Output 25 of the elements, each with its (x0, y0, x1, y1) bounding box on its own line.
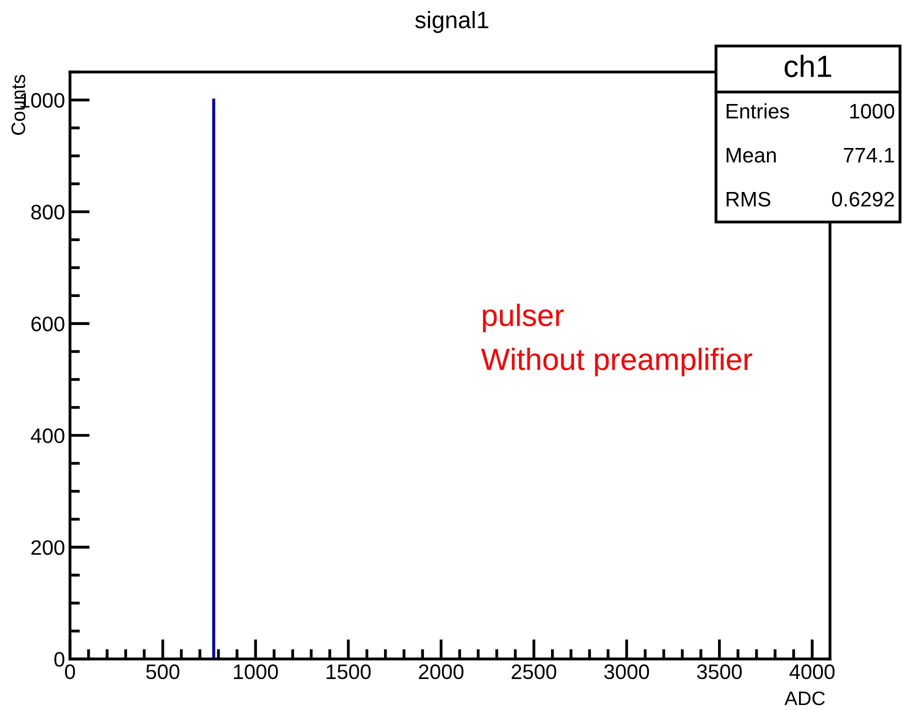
chart-title: signal1 (415, 10, 488, 34)
text: 0.6292 (832, 192, 894, 207)
annotation: Without preamplifier (481, 348, 752, 376)
x-tick-label: 2500 (512, 664, 556, 680)
x-tick-label: 2000 (418, 664, 464, 680)
y-tick-label: 800 (31, 204, 64, 220)
text: 1000 (850, 104, 894, 119)
x-tick-label: 1000 (234, 664, 278, 680)
x-axis-title: ADC (784, 691, 825, 706)
x-tick-label: 1500 (326, 664, 371, 680)
text: 774.1 (844, 148, 894, 162)
annotation: Entries (726, 103, 790, 119)
y-tick-label: 0 (54, 652, 64, 667)
x-tick-label: 4000 (789, 664, 835, 680)
x-tick-label: 500 (146, 664, 180, 680)
annotation: pulser (482, 304, 564, 332)
annotation: Mean (726, 148, 776, 163)
y-tick-label: 200 (31, 540, 64, 555)
x-tick-label: 3000 (604, 664, 649, 680)
annotation: ch1 (784, 54, 832, 78)
y-tick-label: 400 (30, 428, 64, 444)
y-tick-label: 600 (31, 316, 64, 332)
x-tick-label: 0 (65, 664, 75, 680)
annotation: RMS (726, 192, 770, 207)
x-tick-label: 3500 (697, 664, 742, 680)
